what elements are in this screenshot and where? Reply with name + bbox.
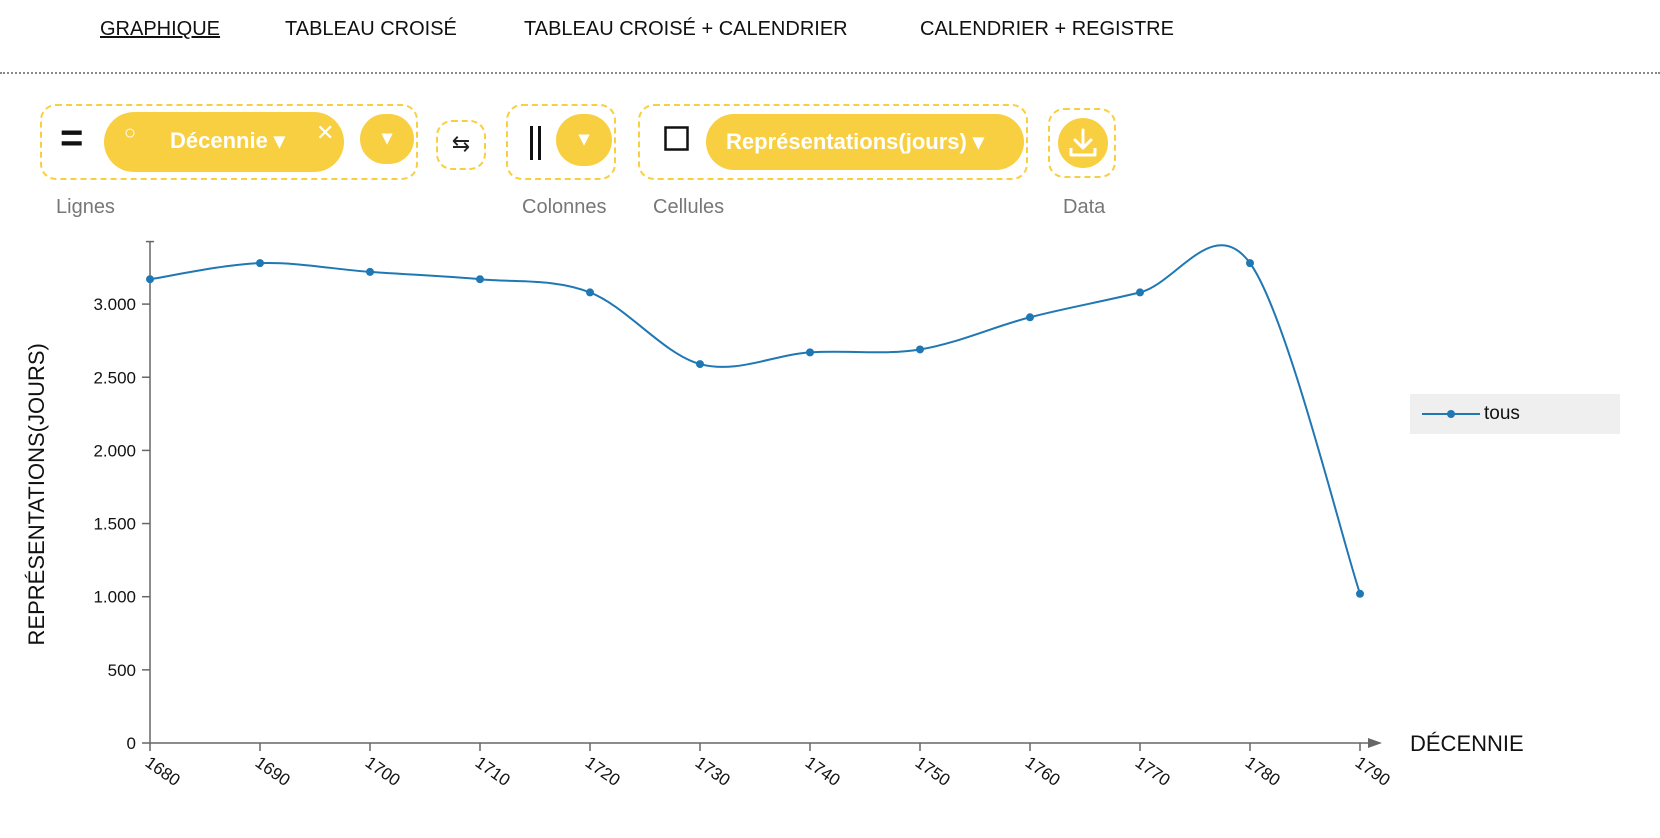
chevron-down-icon: ▾: [381, 127, 393, 149]
equals-icon: =: [60, 116, 84, 160]
lignes-drop-zone[interactable]: = ○ Décennie ▾ ✕ ▾: [40, 104, 418, 180]
lignes-add-dropdown[interactable]: ▾: [360, 114, 414, 164]
tab-calendrier-registre[interactable]: CALENDRIER + REGISTRE: [920, 18, 1174, 40]
download-icon[interactable]: [1058, 118, 1108, 168]
colonnes-drop-zone[interactable]: ▾: [506, 104, 616, 180]
lignes-label: Lignes: [56, 196, 115, 218]
chevron-down-icon: ▾: [578, 128, 590, 150]
x-tick-label: 1740: [802, 753, 844, 790]
legend[interactable]: tous: [1410, 394, 1620, 434]
x-tick-label: 1780: [1242, 753, 1284, 790]
data-point-1770[interactable]: [1136, 288, 1144, 297]
representations-pill-label[interactable]: Représentations(jours) ▾: [726, 129, 984, 154]
data-point-1740[interactable]: [806, 348, 814, 357]
x-tick-label: 1790: [1352, 753, 1394, 790]
x-tick-label: 1730: [692, 753, 734, 790]
swap-icon: ⇆: [451, 131, 471, 156]
data-point-1790[interactable]: [1356, 589, 1364, 598]
y-axis: 0 500 1.000 1.500 2.000 2.500 3.000: [93, 240, 154, 753]
y-tick-label: 500: [108, 661, 136, 680]
x-tick-label: 1690: [252, 753, 294, 790]
cellules-label: Cellules: [653, 196, 725, 218]
data-zone[interactable]: [1048, 108, 1116, 178]
colonnes-add-dropdown[interactable]: ▾: [556, 114, 612, 166]
columns-icon: [530, 126, 541, 160]
view-tabs: GRAPHIQUE TABLEAU CROISÉ TABLEAU CROISÉ …: [0, 0, 1660, 74]
cellules-drop-zone[interactable]: Représentations(jours) ▾: [638, 104, 1028, 180]
tab-tableau-croise-calendrier[interactable]: TABLEAU CROISÉ + CALENDRIER: [524, 18, 848, 40]
data-point-1690[interactable]: [256, 259, 264, 268]
data-point-1780[interactable]: [1246, 259, 1254, 268]
data-label: Data: [1063, 196, 1106, 218]
square-icon: [664, 126, 689, 151]
x-tick-label: 1760: [1022, 753, 1064, 790]
x-axis: 1680 1690 1700 1710 1720 1730 1740 1750 1760 1770…: [142, 738, 1394, 790]
x-axis-title: DÉCENNIE: [1410, 731, 1524, 756]
colonnes-label: Colonnes: [522, 196, 607, 218]
decennie-pill-label[interactable]: Décennie ▾: [170, 128, 285, 153]
x-tick-label: 1710: [472, 753, 514, 790]
x-axis-arrow: [1368, 738, 1382, 748]
tab-graphique[interactable]: GRAPHIQUE: [100, 18, 221, 40]
series-line-tous: [149, 244, 1361, 595]
data-point-1750[interactable]: [916, 345, 924, 354]
data-point-1710[interactable]: [476, 275, 484, 284]
x-tick-label: 1700: [362, 753, 404, 790]
swap-axes-button[interactable]: ⇆: [436, 120, 486, 170]
tab-tableau-croise[interactable]: TABLEAU CROISÉ: [285, 18, 457, 40]
x-tick-label: 1720: [582, 753, 624, 790]
decennie-pill[interactable]: ○ Décennie ▾ ✕: [104, 112, 344, 172]
representations-pill[interactable]: Représentations(jours) ▾: [706, 114, 1024, 170]
data-point-1760[interactable]: [1026, 313, 1034, 322]
data-point-1720[interactable]: [586, 288, 594, 297]
legend-label-tous: tous: [1484, 403, 1520, 424]
y-tick-label: 1.500: [93, 515, 136, 534]
y-tick-label: 2.000: [93, 441, 136, 460]
data-point-1700[interactable]: [366, 267, 374, 276]
data-point-1730[interactable]: [696, 360, 704, 369]
x-tick-label: 1680: [142, 753, 184, 790]
y-tick-label: 3.000: [93, 295, 136, 314]
x-tick-label: 1770: [1132, 753, 1174, 790]
legend-line-icon: [1422, 410, 1480, 418]
y-tick-label: 1.000: [93, 588, 136, 607]
data-point-1680[interactable]: [146, 275, 154, 284]
y-axis-title: REPRÉSENTATIONS(JOURS): [24, 343, 49, 645]
close-icon[interactable]: ✕: [316, 120, 335, 145]
line-chart: 0 500 1.000 1.500 2.000 2.500 3.000 1680 1690 17…: [24, 240, 1524, 790]
series-tous: [146, 244, 1364, 598]
y-tick-label: 0: [127, 734, 136, 753]
radio-icon[interactable]: ○: [124, 122, 137, 144]
x-tick-label: 1750: [912, 753, 954, 790]
y-tick-label: 2.500: [93, 368, 136, 387]
